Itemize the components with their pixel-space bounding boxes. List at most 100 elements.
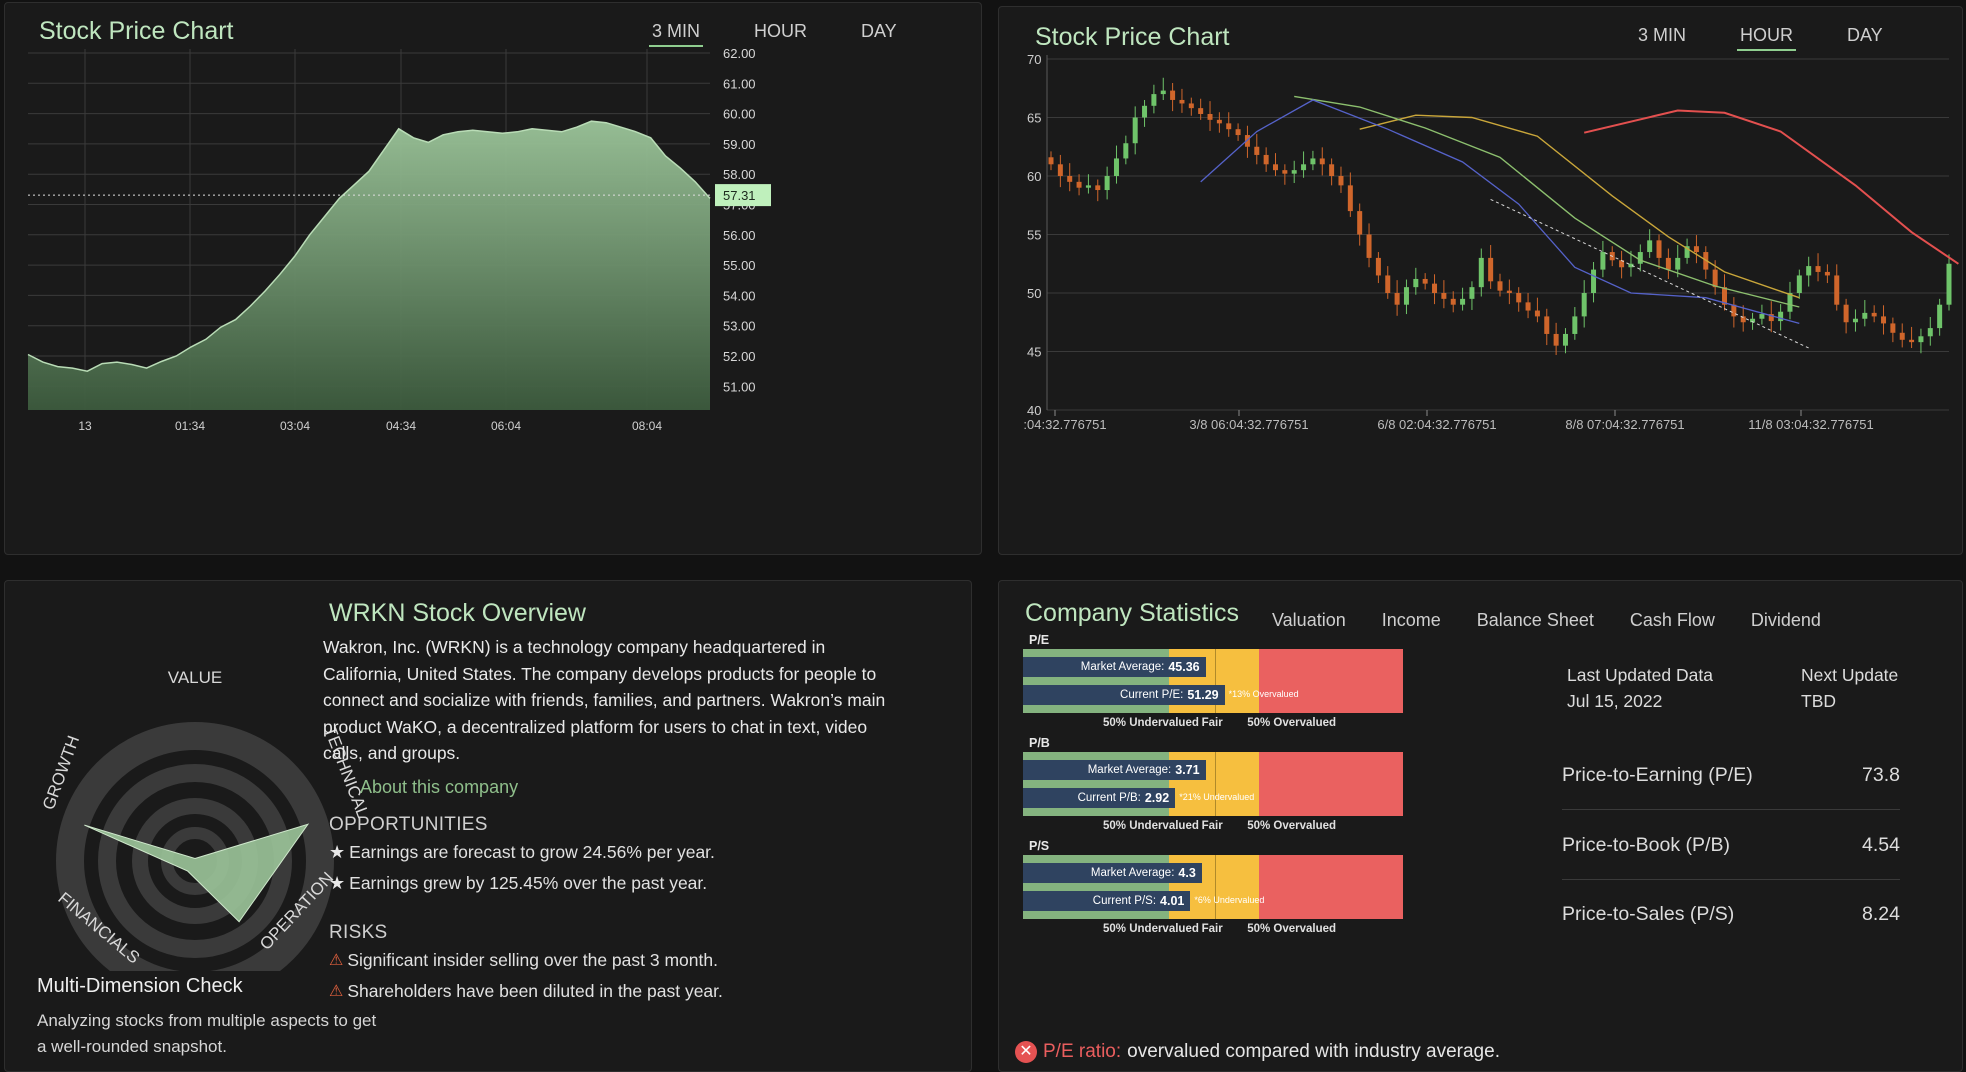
tab-balance-sheet[interactable]: Balance Sheet [1476, 610, 1594, 630]
candle-body [1572, 316, 1578, 334]
warning-label: P/E ratio: [1043, 1041, 1122, 1062]
candle-body [1516, 293, 1522, 303]
area-chart-title: Stock Price Chart [39, 17, 234, 45]
y-tick-label: 53.00 [723, 319, 756, 334]
x-tick-label: 06:04 [491, 419, 521, 433]
candle-body [1244, 135, 1250, 147]
risk-item: ⚠ Shareholders have been diluted in the … [329, 980, 723, 1001]
candlestick-chart[interactable]: 70 65 60 55 50 45 40 :04:32.776751 3/8 06:04:32… [999, 7, 1963, 555]
candle-body [1104, 176, 1110, 191]
candle-body [1273, 164, 1278, 171]
candle-body [1301, 164, 1307, 171]
candle-body [1647, 240, 1653, 253]
x-tick-label: 01:34 [175, 419, 205, 433]
candle-body [1338, 176, 1344, 186]
opportunities-heading: OPPORTUNITIES [329, 813, 488, 835]
y-tick-label: 45 [1027, 345, 1041, 360]
area-chart-tabs: 3 MIN HOUR DAY [625, 19, 924, 49]
tab-valuation[interactable]: Valuation [1272, 610, 1346, 630]
x-tick-label: 04:34 [386, 419, 416, 433]
overview-title: WRKN Stock Overview [329, 599, 586, 627]
candle-body [1057, 164, 1063, 176]
candle-body [1591, 269, 1597, 293]
candle-body [1675, 257, 1681, 270]
x-tick-label: 8/8 07:04:32.776751 [1565, 417, 1684, 432]
candle-body [1450, 298, 1456, 305]
candle-body [1637, 252, 1643, 264]
fair-divider [1214, 855, 1216, 919]
ratio-row-pe: Price-to-Earning (P/E) 73.8 [1562, 764, 1900, 786]
candle-body [1740, 316, 1746, 323]
bar-label: P/S [1029, 839, 1050, 853]
candle-body [1160, 90, 1166, 95]
candle-body [1731, 304, 1737, 317]
candle-body [1142, 105, 1148, 118]
candle-body [1824, 271, 1830, 276]
candle-chart-title: Stock Price Chart [1035, 23, 1230, 51]
scale-label: 50% Overvalued [1247, 820, 1337, 832]
dimension-check-description: Analyzing stocks from multiple aspects t… [37, 1011, 377, 1056]
last-updated-label: Last Updated Data [1567, 665, 1713, 685]
candle-body [1151, 94, 1157, 106]
valuation-bar-pb: P/B Market Average: 3.71 Current P/B: 2.92… [1023, 736, 1403, 841]
candle-body [1432, 283, 1438, 293]
candle-body [1226, 123, 1232, 130]
x-tick-label: 3/8 06:04:32.776751 [1189, 417, 1308, 432]
candle-body [1422, 278, 1428, 284]
valuation-bar-pe: P/E Market Average: 45.36 Current P/E: 51.… [1023, 633, 1403, 738]
tab-day[interactable]: DAY [861, 21, 897, 41]
tab-hour[interactable]: HOUR [1713, 23, 1820, 53]
current-price-label: 57.31 [723, 188, 756, 203]
candle-body [1665, 257, 1671, 270]
candle-body [1394, 293, 1400, 305]
candle-body [1815, 266, 1821, 272]
area-chart[interactable]: 62.0061.0060.0059.0058.0057.0056.0055.00… [5, 3, 982, 555]
tab-income[interactable]: Income [1381, 610, 1441, 630]
last-updated-value: Jul 15, 2022 [1567, 691, 1663, 711]
scale-label: Fair [1201, 820, 1223, 832]
scale-label: 50% Overvalued [1247, 717, 1337, 729]
y-tick-label: 70 [1027, 52, 1041, 67]
radar-chart: VALUE TECHNICAL OPERATION FINANCIALS GRO… [39, 668, 373, 971]
about-company-link[interactable]: About this company [360, 776, 519, 797]
tab-day[interactable]: DAY [1847, 25, 1883, 45]
tab-dividend[interactable]: Dividend [1750, 610, 1821, 630]
candle-body [1347, 185, 1353, 212]
candle-body [1198, 108, 1204, 114]
current-value-bar: Current P/S: 4.01 [1023, 891, 1191, 911]
tab-3min[interactable]: 3 MIN [1638, 25, 1687, 45]
y-tick-label: 52.00 [723, 349, 756, 364]
overview-description: Wakron, Inc. (WRKN) is a technology comp… [323, 637, 886, 763]
market-average-bar: Market Average: 4.3 [1023, 863, 1202, 883]
next-update-value: TBD [1801, 691, 1836, 711]
y-tick-label: 54.00 [723, 288, 756, 303]
candle-body [1544, 316, 1550, 334]
candle-body [1048, 157, 1054, 165]
scale-label: 50% Undervalued [1103, 717, 1199, 729]
candle-body [1581, 293, 1587, 317]
tab-hour[interactable]: HOUR [754, 21, 808, 41]
candle-body [1768, 314, 1774, 322]
x-tick-label: 08:04 [632, 419, 662, 433]
ratio-divider [1562, 809, 1900, 810]
candle-body [1553, 333, 1559, 346]
tab-cash-flow[interactable]: Cash Flow [1629, 610, 1715, 630]
y-tick-label: 59.00 [723, 137, 756, 152]
error-icon: ✕ [1015, 1041, 1037, 1063]
candle-body [1684, 246, 1690, 258]
candle-body [1235, 129, 1241, 136]
candle-body [1216, 119, 1222, 124]
candle-body [1881, 316, 1887, 324]
y-tick-label: 60 [1027, 169, 1041, 184]
current-value-bar: Current P/B: 2.92 [1023, 788, 1176, 808]
candle-body [1619, 260, 1625, 268]
valuation-note: *6% Undervalued [1194, 895, 1265, 905]
candle-body [1712, 269, 1718, 288]
tab-3min[interactable]: 3 MIN [625, 19, 727, 49]
candle-body [1796, 275, 1802, 293]
candle-body [1460, 298, 1466, 305]
candle-body [1628, 263, 1634, 268]
next-update-label: Next Update [1801, 665, 1899, 685]
y-tick-label: 56.00 [723, 228, 756, 243]
candle-body [1562, 333, 1568, 346]
